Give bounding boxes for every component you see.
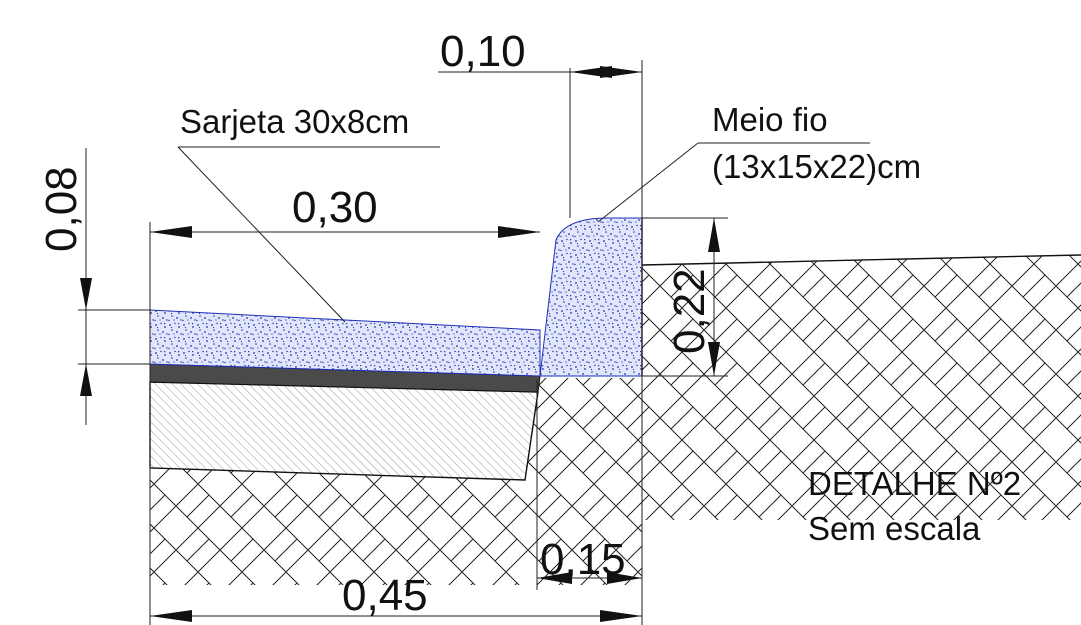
dim-curb-top-label: 0,10 [440,27,526,76]
detail-scale-note: Sem escala [808,510,981,547]
gutter-leader-line [177,146,346,323]
arrow-curb-base-right [607,572,642,584]
arrow-gutter-width-right [498,226,540,238]
gutter-concrete [149,309,541,377]
curb-annotation-line1: Meio fio [712,101,828,138]
base-layer [149,381,539,481]
soil-right-mask [642,520,1081,625]
arrow-curb-height-bottom [708,342,720,376]
soil-left-mask [0,450,150,625]
arrow-total-width-left [150,610,192,622]
detail-title: DETALHE Nº2 [808,465,1021,502]
curb-leader-line [597,142,699,223]
arrow-total-width-right [600,610,642,622]
ground-line [641,254,1081,266]
arrow-gutter-width-left [150,226,192,238]
dim-gutter-thickness-label: 0,08 [37,166,86,252]
dim-total-width-label: 0,45 [342,571,428,620]
curb-annotation-line2: (13x15x22)cm [712,148,921,185]
curb-concrete [539,217,643,377]
dim-curb-base-label: 0,15 [540,535,626,584]
arrow-curb-base-left [537,572,572,584]
arrow-gutter-thickness-bottom [80,364,92,396]
arrow-curb-top-right [600,66,642,78]
dim-curb-height-label: 0,22 [665,268,714,354]
arrow-curb-height-top [708,218,720,252]
gutter-annotation: Sarjeta 30x8cm [180,103,409,140]
dim-gutter-width-label: 0,30 [292,183,378,232]
arrow-gutter-thickness-top [80,278,92,310]
